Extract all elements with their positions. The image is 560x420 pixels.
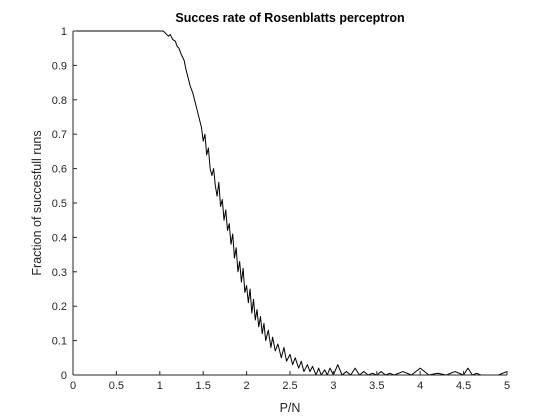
x-tick-label: 5 [504,380,510,392]
x-tick-label: 0 [70,380,76,392]
y-axis-label: Fraction of succesfull runs [30,130,44,275]
y-tick-label: 0.3 [52,267,67,279]
y-tick-label: 0.8 [52,95,67,107]
x-tick-label: 0.5 [109,380,124,392]
x-tick-label: 1 [157,380,163,392]
plot-area [73,31,507,375]
y-tick-label: 0.1 [52,336,67,348]
y-tick-label: 0.6 [52,164,67,176]
y-tick-label: 0 [61,370,67,382]
x-axis-label: P/N [280,401,301,415]
chart-title: Succes rate of Rosenblatts perceptron [175,11,404,25]
x-tick-label: 1.5 [196,380,211,392]
y-tick-label: 0.7 [52,129,67,141]
x-tick-label: 4 [417,380,423,392]
x-tick-label: 4.5 [456,380,471,392]
x-tick-label: 2 [244,380,250,392]
series-line-0 [73,30,508,376]
y-axis-ticks: 0 0.1 0.2 0.3 0.4 0.5 0.6 0.7 0.8 0.9 1 [52,26,77,382]
series-lines [73,30,508,376]
y-tick-label: 1 [61,26,67,38]
x-tick-label: 2.5 [282,380,297,392]
y-tick-label: 0.5 [52,198,67,210]
x-tick-label: 3.5 [369,380,384,392]
x-axis-ticks: 0 0.5 1 1.5 2 2.5 3 3.5 4 4.5 5 [70,371,510,392]
y-tick-label: 0.2 [52,301,67,313]
x-tick-label: 3 [330,380,336,392]
y-tick-label: 0.4 [52,232,67,244]
y-tick-label: 0.9 [52,60,67,72]
